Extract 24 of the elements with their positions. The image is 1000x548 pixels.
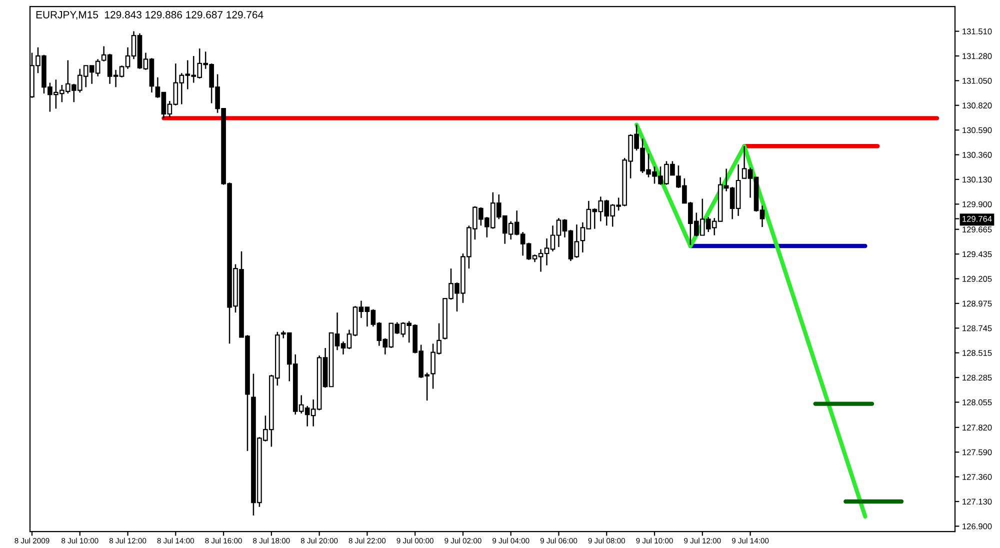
y-tick-label: 130.820 bbox=[962, 102, 992, 108]
y-tick-label: 129.435 bbox=[962, 251, 992, 258]
chart-title: EURJPY,M15 129.843 129.886 129.687 129.764 bbox=[36, 11, 264, 20]
y-tick-label: 129.900 bbox=[962, 201, 992, 208]
y-tick-label: 127.130 bbox=[962, 498, 992, 505]
y-tick-label: 130.360 bbox=[962, 152, 992, 158]
y-tick-label: 131.280 bbox=[962, 53, 992, 60]
y-tick-label: 129.205 bbox=[962, 276, 992, 282]
y-tick-label: 129.764 bbox=[962, 216, 992, 222]
y-tick-label: 128.055 bbox=[962, 399, 992, 406]
y-tick-label: 126.900 bbox=[962, 523, 992, 530]
y-tick-label: 127.590 bbox=[962, 449, 992, 456]
y-tick-label: 131.050 bbox=[962, 78, 992, 84]
line-series bbox=[634, 122, 868, 519]
y-tick-label: 128.975 bbox=[962, 300, 992, 307]
y-tick-label: 129.665 bbox=[962, 226, 992, 232]
y-tick-label: 130.130 bbox=[962, 176, 992, 183]
y-tick-label: 128.745 bbox=[962, 325, 992, 332]
y-tick-label: 130.590 bbox=[962, 127, 992, 134]
y-tick-label: 128.285 bbox=[962, 374, 992, 381]
y-tick-label: 127.360 bbox=[962, 474, 992, 480]
y-tick-label: 127.820 bbox=[962, 424, 992, 431]
y-tick-label: 128.515 bbox=[962, 350, 992, 356]
y-tick-label: 131.510 bbox=[962, 28, 992, 34]
